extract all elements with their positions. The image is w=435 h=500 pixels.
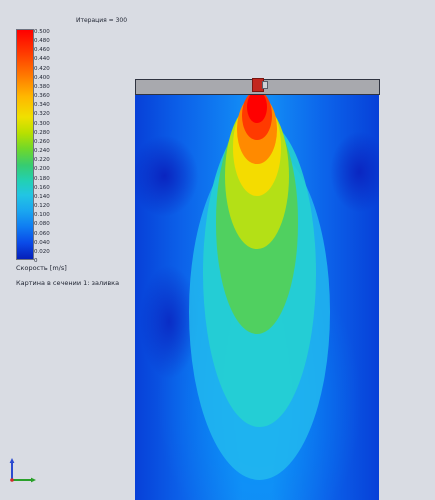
- legend-tick: 0.020: [34, 248, 50, 255]
- legend-tick: 0.040: [34, 239, 50, 246]
- legend-tick: 0.200: [34, 166, 50, 173]
- legend-tick: 0.440: [34, 56, 50, 63]
- iteration-label: Итерация = 300: [76, 17, 128, 24]
- plume-core: [247, 95, 267, 124]
- legend-tick: 0.380: [34, 83, 50, 90]
- plot-caption: Картина в сечении 1: заливка: [16, 279, 120, 287]
- legend-tick: 0.480: [34, 38, 50, 45]
- legend-tick: 0.160: [34, 184, 50, 191]
- legend-tick: 0.340: [34, 102, 50, 109]
- legend-tick: 0.180: [34, 175, 50, 182]
- legend-tick: 0.400: [34, 74, 50, 81]
- legend-tick: 0.500: [34, 29, 50, 35]
- legend-tick: 0.460: [34, 47, 50, 54]
- legend-tick: 0.080: [34, 221, 50, 228]
- legend-tick: 0.120: [34, 203, 50, 210]
- legend-tick: 0.100: [34, 212, 50, 219]
- legend-tick: 0.360: [34, 93, 50, 100]
- legend-tick: 0.220: [34, 157, 50, 164]
- legend-tick: 0.060: [34, 230, 50, 237]
- legend-tick: 0.260: [34, 138, 50, 145]
- legend-tick: 0.320: [34, 111, 50, 118]
- legend-quantity-label: Скорость [m/s]: [16, 264, 67, 272]
- legend-tick: 0.240: [34, 148, 50, 155]
- legend-tick: 0.280: [34, 129, 50, 136]
- legend-tick: 0.300: [34, 120, 50, 127]
- legend-color-bar: [16, 29, 34, 260]
- legend-tick: 0.140: [34, 193, 50, 200]
- velocity-contour-plot[interactable]: [135, 95, 379, 500]
- legend-tick: 0: [34, 258, 38, 264]
- axis-triad-icon: [9, 458, 36, 483]
- legend-ticks: 0.500 0.480 0.460 0.440 0.420 0.400 0.38…: [34, 29, 74, 264]
- legend-tick: 0.420: [34, 65, 50, 72]
- nozzle-cap: [262, 81, 268, 89]
